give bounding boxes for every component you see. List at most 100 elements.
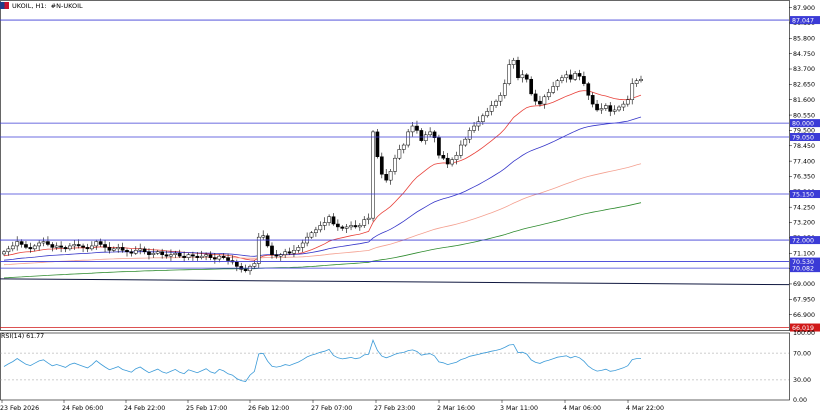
candle-body xyxy=(507,64,512,84)
candle-body xyxy=(379,156,384,175)
candle-body xyxy=(191,254,195,257)
candle-body xyxy=(287,251,292,254)
y-tick-label: 66.900 xyxy=(793,312,815,319)
candle-body xyxy=(599,108,604,111)
y-tick-label: 77.400 xyxy=(793,158,815,165)
candle-body xyxy=(604,105,608,109)
candle-body xyxy=(362,219,367,226)
candle-body xyxy=(278,254,283,257)
candle-body xyxy=(437,137,441,156)
rsi-pane-frame xyxy=(0,332,790,401)
candle-body xyxy=(41,241,46,244)
candle-body xyxy=(415,125,419,131)
candle-body xyxy=(384,174,389,181)
candle-body xyxy=(331,216,336,225)
candle-body xyxy=(498,95,503,102)
y-tick-label: 78.450 xyxy=(793,143,815,150)
level-price-label: 80.000 xyxy=(792,120,814,127)
y-tick-label: 80.550 xyxy=(793,112,815,119)
candle-body xyxy=(546,92,551,98)
candle-body xyxy=(248,266,252,272)
candle-body xyxy=(138,248,143,251)
level-price-tag xyxy=(790,264,820,273)
candle-body xyxy=(393,157,397,172)
candle-body xyxy=(502,83,507,96)
ma-long-line xyxy=(3,202,642,279)
y-tick-label: 79.500 xyxy=(793,128,815,135)
candle-body xyxy=(243,269,248,272)
candle-body xyxy=(217,255,222,260)
level-price-label: 79.050 xyxy=(792,134,814,141)
level-price-tag xyxy=(790,133,820,142)
candle-body xyxy=(428,131,432,136)
candle-body xyxy=(125,250,129,253)
candle-body xyxy=(85,247,90,250)
candle-body xyxy=(226,257,230,261)
y-tick-label: 87.900 xyxy=(793,5,815,12)
candle-body xyxy=(590,95,595,105)
candle-body xyxy=(173,252,178,255)
y-tick-label: 84.750 xyxy=(793,51,815,58)
candle-body xyxy=(177,252,182,257)
candle-body xyxy=(160,251,165,255)
candle-body xyxy=(445,157,450,165)
candle-body xyxy=(72,244,77,247)
candle-body xyxy=(573,73,577,80)
candle-body xyxy=(234,261,239,267)
candle-body xyxy=(555,80,560,87)
candle-body xyxy=(608,105,613,112)
candle-body xyxy=(283,251,288,255)
y-tick-label: 69.000 xyxy=(793,281,815,288)
candle-body xyxy=(423,134,428,141)
candle-body xyxy=(467,130,472,140)
level-price-tag xyxy=(790,190,820,199)
x-tick-label: 26 Feb 12:00 xyxy=(248,405,289,412)
candle-body xyxy=(357,225,362,228)
candle-body xyxy=(520,74,525,79)
ma-slow-line xyxy=(3,163,642,266)
y-tick-label: 76.350 xyxy=(793,174,815,181)
x-tick-label: 27 Feb 23:00 xyxy=(374,405,415,412)
candle-body xyxy=(586,83,591,96)
candle-body xyxy=(538,100,542,105)
candle-body xyxy=(155,251,160,254)
candle-body xyxy=(19,241,24,245)
candle-body xyxy=(2,251,6,255)
rsi-tick-label: 30.00 xyxy=(793,377,811,384)
candle-body xyxy=(261,235,266,238)
candle-body xyxy=(221,255,226,258)
level-price-tag xyxy=(790,323,820,332)
candle-body xyxy=(37,242,41,247)
rsi-tick-label: 0.00 xyxy=(793,397,807,404)
x-tick-label: 4 Mar 22:00 xyxy=(626,405,664,412)
candle-body xyxy=(454,155,459,160)
candle-body xyxy=(120,247,125,251)
candle-body xyxy=(371,131,375,219)
candle-body xyxy=(208,254,213,258)
candle-body xyxy=(432,131,437,138)
level-price-label: 70.082 xyxy=(792,265,814,272)
rsi-tick-label: 100.00 xyxy=(793,330,815,337)
candle-body xyxy=(90,245,94,250)
x-tick-label: 23 Feb 2026 xyxy=(0,405,39,412)
x-tick-label: 24 Feb 06:00 xyxy=(62,405,103,412)
level-price-tag xyxy=(790,16,820,25)
x-tick-label: 3 Mar 11:00 xyxy=(500,405,538,412)
candle-body xyxy=(349,225,353,228)
rsi-line xyxy=(3,339,641,382)
candle-body xyxy=(340,226,345,229)
candle-body xyxy=(133,250,138,254)
candle-body xyxy=(6,248,11,253)
x-tick-label: 4 Mar 06:00 xyxy=(563,405,601,412)
level-price-tag xyxy=(790,257,820,266)
candle-body xyxy=(28,247,33,250)
level-price-label: 66.019 xyxy=(792,325,814,332)
candle-body xyxy=(129,251,134,254)
candle-body xyxy=(625,99,630,105)
candle-body xyxy=(639,78,643,81)
candle-body xyxy=(353,225,358,228)
candle-body xyxy=(516,59,520,79)
candle-body xyxy=(564,74,569,79)
candle-body xyxy=(568,74,573,80)
